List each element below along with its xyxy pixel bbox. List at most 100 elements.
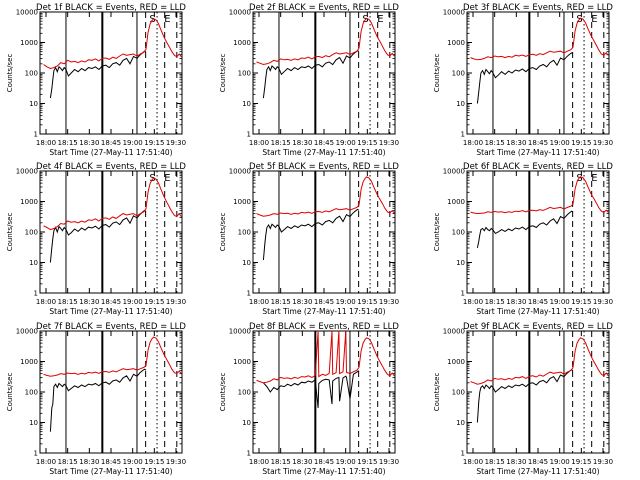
series-line xyxy=(256,176,395,217)
x-axis-label: Start Time (27-May-11 17:51:40) xyxy=(476,467,599,476)
x-tick-label: 18:15 xyxy=(58,458,78,466)
y-tick-label: 10 xyxy=(242,259,251,267)
y-axis-label: Counts/sec xyxy=(219,373,227,412)
x-tick-label: 19:15 xyxy=(357,298,377,306)
y-tick-label: 1000 xyxy=(20,198,38,206)
series-line xyxy=(43,18,182,70)
y-tick-label: 1000 xyxy=(233,358,251,366)
panel-title: Det 1f BLACK = Events, RED = LLD xyxy=(36,3,186,13)
x-tick-label: 19:30 xyxy=(166,139,186,147)
y-tick-label: 1 xyxy=(247,290,251,298)
x-tick-label: 18:15 xyxy=(58,139,78,147)
x-tick-label: 18:15 xyxy=(271,298,291,306)
y-tick-label: 1 xyxy=(461,290,465,298)
series-line xyxy=(476,52,574,104)
x-tick-label: 19:00 xyxy=(123,298,143,306)
series-line xyxy=(256,331,395,384)
annotation-label: E xyxy=(164,14,170,25)
y-tick-label: 100 xyxy=(452,389,465,397)
x-tick-label: 18:45 xyxy=(101,298,121,306)
x-tick-label: 18:45 xyxy=(528,458,548,466)
annotation-label: E xyxy=(591,173,597,184)
y-tick-label: 1000 xyxy=(20,39,38,47)
x-tick-label: 19:30 xyxy=(379,298,399,306)
x-axis-label: Start Time (27-May-11 17:51:40) xyxy=(262,307,385,316)
x-tick-label: 19:30 xyxy=(593,139,613,147)
y-tick-label: 1 xyxy=(461,131,465,139)
x-tick-label: 18:45 xyxy=(314,298,334,306)
y-tick-label: 100 xyxy=(238,70,251,78)
x-tick-label: 18:45 xyxy=(101,458,121,466)
x-tick-label: 19:00 xyxy=(336,458,356,466)
y-axis-label: Counts/sec xyxy=(219,213,227,252)
y-tick-label: 10000 xyxy=(443,328,465,336)
x-tick-label: 19:00 xyxy=(336,298,356,306)
x-tick-label: 19:30 xyxy=(593,298,613,306)
y-axis-label: Counts/sec xyxy=(6,373,14,412)
x-tick-label: 19:15 xyxy=(144,139,164,147)
y-tick-label: 10000 xyxy=(229,168,251,176)
x-tick-label: 19:00 xyxy=(336,139,356,147)
x-tick-label: 18:45 xyxy=(314,458,334,466)
y-tick-label: 100 xyxy=(238,389,251,397)
series-line xyxy=(262,50,360,99)
x-axis-label: Start Time (27-May-11 17:51:40) xyxy=(262,467,385,476)
detector-panel: Det 7f BLACK = Events, RED = LLD Counts/s… xyxy=(6,322,186,476)
x-axis-label: Start Time (27-May-11 17:51:40) xyxy=(49,307,172,316)
x-tick-label: 18:15 xyxy=(485,458,505,466)
y-tick-label: 1000 xyxy=(20,358,38,366)
y-tick-label: 1000 xyxy=(447,198,465,206)
x-tick-label: 19:00 xyxy=(123,458,143,466)
panel-title: Det 3f BLACK = Events, RED = LLD xyxy=(463,3,613,13)
y-tick-label: 10 xyxy=(242,100,251,108)
x-tick-label: 19:30 xyxy=(166,458,186,466)
x-tick-label: 18:15 xyxy=(271,458,291,466)
x-tick-label: 18:15 xyxy=(485,139,505,147)
x-tick-label: 18:00 xyxy=(249,139,269,147)
annotation-label: E xyxy=(164,173,170,184)
x-tick-label: 18:00 xyxy=(36,298,56,306)
x-tick-label: 19:00 xyxy=(123,139,143,147)
y-tick-label: 1 xyxy=(461,450,465,458)
x-tick-label: 19:30 xyxy=(379,458,399,466)
x-tick-label: 18:00 xyxy=(36,139,56,147)
y-tick-label: 10000 xyxy=(16,9,38,17)
detector-panel: Det 4f BLACK = Events, RED = LLD Counts/s… xyxy=(6,162,186,316)
detector-panel: Det 3f BLACK = Events, RED = LLD Counts/s… xyxy=(433,3,613,157)
annotation-label: E xyxy=(377,14,383,25)
y-axis-label: Counts/sec xyxy=(6,213,14,252)
x-axis-label: Start Time (27-May-11 17:51:40) xyxy=(476,307,599,316)
series-line xyxy=(476,210,574,249)
y-axis-label: Counts/sec xyxy=(433,373,441,412)
detector-panel: Det 6f BLACK = Events, RED = LLD Counts/s… xyxy=(433,162,613,316)
x-tick-label: 18:30 xyxy=(79,458,99,466)
x-tick-label: 18:45 xyxy=(101,139,121,147)
y-axis-label: Counts/sec xyxy=(6,54,14,93)
x-axis-label: Start Time (27-May-11 17:51:40) xyxy=(49,467,172,476)
series-line xyxy=(470,176,609,215)
x-tick-label: 18:00 xyxy=(463,458,483,466)
y-tick-label: 10 xyxy=(29,259,38,267)
y-tick-label: 10 xyxy=(456,100,465,108)
x-tick-label: 18:45 xyxy=(528,298,548,306)
x-tick-label: 18:00 xyxy=(249,298,269,306)
x-tick-label: 18:30 xyxy=(506,139,526,147)
x-tick-label: 18:15 xyxy=(271,139,291,147)
y-tick-label: 100 xyxy=(452,229,465,237)
series-line xyxy=(470,17,609,61)
panel-title: Det 5f BLACK = Events, RED = LLD xyxy=(249,162,399,172)
x-tick-label: 19:15 xyxy=(571,139,591,147)
x-tick-label: 18:15 xyxy=(58,298,78,306)
y-tick-label: 100 xyxy=(25,70,38,78)
y-tick-label: 1 xyxy=(34,450,38,458)
x-tick-label: 18:30 xyxy=(292,139,312,147)
panel-title: Det 9f BLACK = Events, RED = LLD xyxy=(463,322,613,332)
y-tick-label: 10000 xyxy=(443,9,465,17)
detector-panel: Det 2f BLACK = Events, RED = LLD Counts/s… xyxy=(219,3,399,157)
x-tick-label: 18:00 xyxy=(463,298,483,306)
y-tick-label: 10000 xyxy=(229,9,251,17)
y-tick-label: 100 xyxy=(238,229,251,237)
x-tick-label: 19:00 xyxy=(550,139,570,147)
